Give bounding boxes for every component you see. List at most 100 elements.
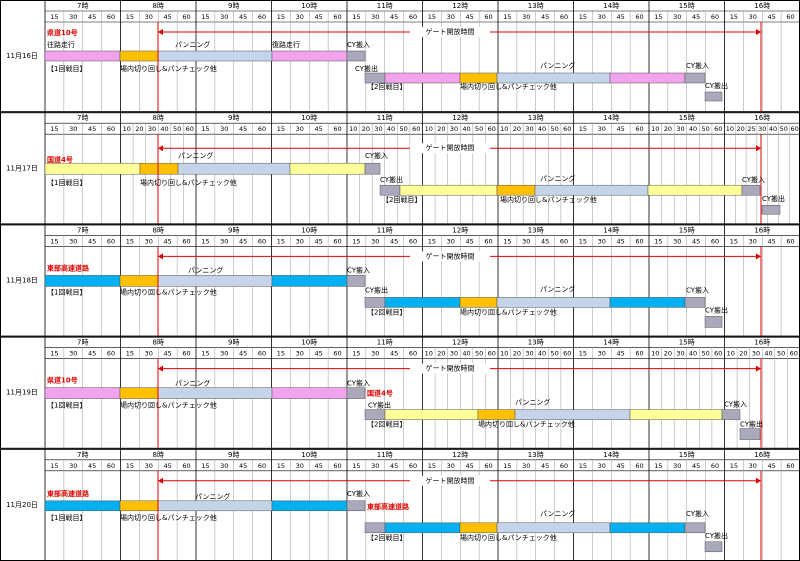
task-bar xyxy=(384,72,461,84)
minute-label: 30 xyxy=(145,13,153,21)
minute-label: 30 xyxy=(296,462,304,470)
task-bar xyxy=(177,162,291,175)
task-bar xyxy=(44,500,121,512)
task-bar xyxy=(271,275,348,287)
task-bar xyxy=(609,522,686,534)
day-block: 7時 15 30 45 60 8時 15 30 45 60 9時 15 30 45 60 10時 15 30 45 6… xyxy=(0,224,800,337)
task-bar xyxy=(477,409,516,420)
minute-label: 15 xyxy=(50,237,58,245)
minute-label: 60 xyxy=(333,13,341,21)
hour-label: 14時 xyxy=(603,2,619,10)
minute-label: 15 xyxy=(201,237,209,245)
hour-label: 12時 xyxy=(452,226,468,234)
task-label: 【2回戦目】 xyxy=(367,533,406,542)
minute-label: 45 xyxy=(768,237,776,245)
minute-label: 30 xyxy=(148,125,156,133)
task-bar xyxy=(379,184,401,196)
minute-label: 15 xyxy=(503,237,511,245)
task-bar xyxy=(704,316,723,328)
minute-label: 30 xyxy=(371,350,379,358)
minute-label: 30 xyxy=(296,237,304,245)
minute-label: 30 xyxy=(69,237,77,245)
minute-label: 45 xyxy=(617,237,625,245)
minute-label: 20 xyxy=(513,350,521,358)
minute-label: 30 xyxy=(598,462,606,470)
hour-label: 8時 xyxy=(153,2,164,10)
minute-label: 15 xyxy=(126,462,134,470)
task-label: 【1回戦目】 xyxy=(47,287,86,296)
minute-label: 60 xyxy=(560,462,568,470)
minute-label: 15 xyxy=(579,237,587,245)
minute-label: 45 xyxy=(466,13,474,21)
task-bar xyxy=(704,91,723,102)
minute-label: 60 xyxy=(333,350,341,358)
task-label: CY搬入 xyxy=(686,509,709,518)
minute-label: 60 xyxy=(786,237,794,245)
minute-label: 30 xyxy=(447,13,455,21)
hour-label: 13時 xyxy=(528,339,544,347)
minute-label: 60 xyxy=(107,13,115,21)
task-bar xyxy=(741,184,761,196)
minute-label: 30 xyxy=(522,462,530,470)
hour-label: 10時 xyxy=(301,451,317,459)
minute-label: 30 xyxy=(522,237,530,245)
task-bar xyxy=(119,50,159,62)
minute-label: 60 xyxy=(409,462,417,470)
task-label: 場内切り回し&パンチェック他 xyxy=(460,533,557,542)
task-label: パンニング xyxy=(188,265,223,274)
minute-label: 45 xyxy=(239,237,247,245)
minute-label: 50 xyxy=(173,125,181,133)
hour-label: 12時 xyxy=(452,114,468,122)
hour-label: 16時 xyxy=(754,339,770,347)
minute-label: 15 xyxy=(126,350,134,358)
minute-label: 15 xyxy=(277,13,285,21)
hour-label: 7時 xyxy=(77,339,88,347)
minute-label: 30 xyxy=(749,237,757,245)
task-label: CY搬入 xyxy=(347,379,370,388)
hour-label: 16時 xyxy=(754,451,770,459)
task-label: CY搬出 xyxy=(365,285,388,294)
hour-label: 11時 xyxy=(377,339,393,347)
minute-label: 30 xyxy=(447,237,455,245)
task-bar xyxy=(496,184,536,196)
task-label: CY搬入 xyxy=(347,265,370,274)
task-label: CY搬入 xyxy=(724,400,747,409)
minute-label: 50 xyxy=(550,350,558,358)
minute-label: 50 xyxy=(399,125,407,133)
task-bar xyxy=(271,500,348,512)
minute-label: 15 xyxy=(50,350,58,358)
date-label: 11月18日 xyxy=(6,277,38,285)
gate-label: ゲート開放時間 xyxy=(426,27,475,36)
minute-label: 20 xyxy=(362,125,370,133)
task-bar xyxy=(157,50,273,62)
minute-label: 30 xyxy=(220,237,228,245)
minute-label: 60 xyxy=(714,125,722,133)
minute-label: 50 xyxy=(780,125,788,133)
gate-label: ゲート開放時間 xyxy=(426,251,475,260)
hour-label: 16時 xyxy=(754,2,770,10)
task-label: CY搬出 xyxy=(740,420,763,429)
task-bar xyxy=(704,541,723,553)
hour-label: 15時 xyxy=(679,114,695,122)
minute-label: 30 xyxy=(598,350,606,358)
task-bar xyxy=(139,162,179,175)
task-label: CY搬出 xyxy=(762,194,785,203)
day-block: 7時 15 30 45 60 8時 15 30 45 60 9時 15 30 45 60 10時 15 30 45 6… xyxy=(0,448,800,561)
minute-label: 15 xyxy=(126,237,134,245)
task-bar xyxy=(684,72,706,84)
hour-label: 13時 xyxy=(528,114,544,122)
gate-label: ゲート開放時間 xyxy=(426,476,475,485)
task-bar xyxy=(496,297,611,308)
date-label: 11月20日 xyxy=(6,501,38,509)
minute-label: 30 xyxy=(749,462,757,470)
minute-label: 30 xyxy=(374,125,382,133)
task-label: パンニング xyxy=(540,61,575,70)
hour-label: 12時 xyxy=(452,2,468,10)
minute-label: 30 xyxy=(69,13,77,21)
task-label: 【2回戦目】 xyxy=(367,307,406,316)
minute-label: 30 xyxy=(296,125,304,133)
minute-label: 15 xyxy=(428,13,436,21)
gate-label: ゲート開放時間 xyxy=(426,143,475,152)
minute-label: 15 xyxy=(277,350,285,358)
task-label: CY搬入 xyxy=(347,40,370,49)
